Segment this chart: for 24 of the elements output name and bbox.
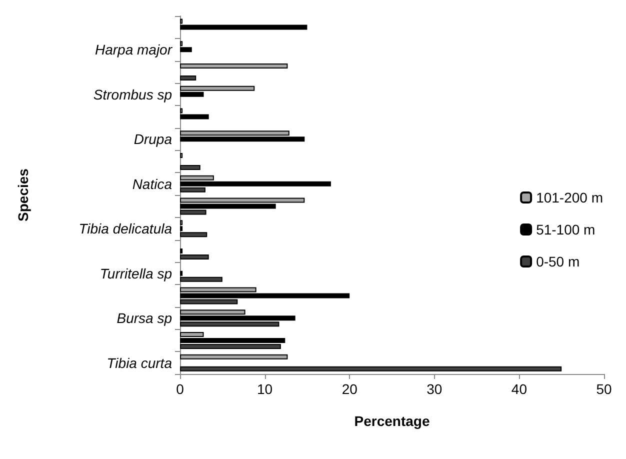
y-axis-title: Species	[15, 168, 31, 222]
y-tick-label: Bursa sp	[116, 310, 172, 326]
bar	[180, 164, 200, 170]
y-tick-label: Strombus sp	[93, 86, 172, 102]
y-tick-label: Tibia curta	[106, 354, 172, 371]
legend-label: 51-100 m	[536, 222, 596, 238]
x-tick-label: 30	[426, 381, 442, 397]
bar	[180, 366, 562, 372]
legend-label: 101-200 m	[536, 190, 604, 206]
bar	[180, 63, 288, 68]
y-tick-label: Natica	[132, 176, 172, 192]
x-tick-label: 0	[176, 381, 184, 397]
y-tick-label: Turritella sp	[100, 265, 172, 282]
x-tick-label: 40	[511, 381, 528, 397]
legend-label: 0-50 m	[536, 254, 580, 270]
x-tick-label: 10	[257, 381, 273, 397]
y-tick-label: Drupa	[134, 131, 172, 148]
x-axis-title: Percentage	[354, 413, 430, 429]
y-tick-label: Tibia delicatula	[78, 220, 172, 237]
x-tick-label: 20	[342, 381, 358, 397]
x-tick-label: 50	[596, 381, 612, 397]
y-tick-label: Harpa major	[94, 42, 174, 58]
bar	[180, 75, 196, 80]
bar	[180, 354, 288, 360]
